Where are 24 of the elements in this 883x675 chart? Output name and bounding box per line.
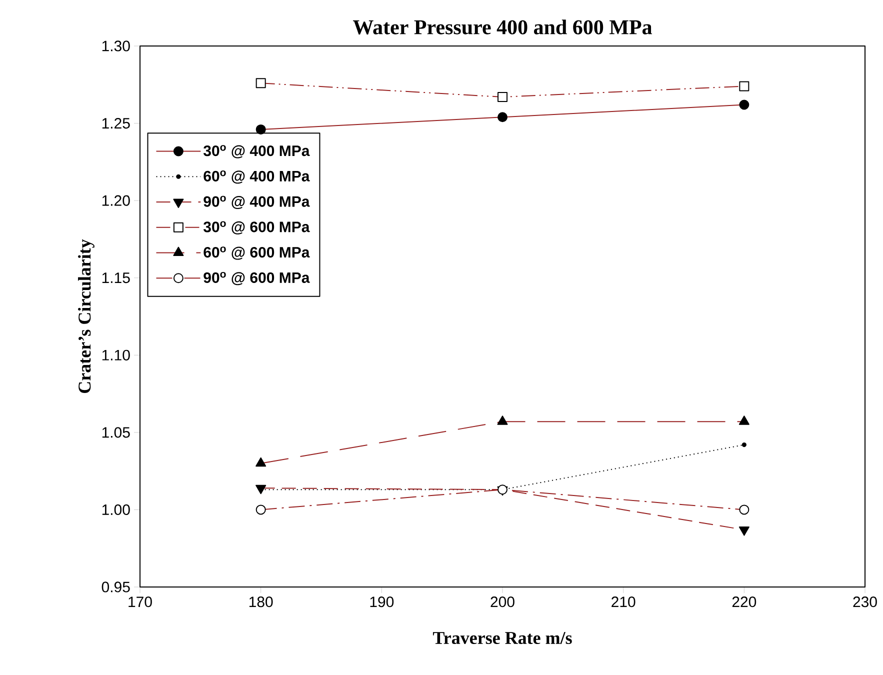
x-axis-title: Traverse Rate m/s (432, 632, 572, 644)
y-tick-label: 1.25 (102, 118, 130, 129)
y-tick-label: 0.95 (102, 582, 130, 592)
y-tick-label: 1.10 (102, 350, 130, 360)
legend-label: 90$^{o}$ @ 400 MPa (204, 196, 310, 210)
x-tick-label: 220 (732, 596, 756, 608)
x-tick-label: 210 (612, 596, 636, 608)
x-tick-label: 180 (249, 596, 273, 608)
y-tick-label: 1.00 (102, 504, 130, 516)
y-tick-label: 1.30 (102, 40, 130, 52)
legend-label: 90$^{o}$ @ 600 MPa (204, 272, 310, 286)
legend-label: 30$^{o}$ @ 600 MPa (203, 221, 310, 234)
y-tick-label: 1.20 (102, 195, 130, 206)
legend-label: 60$^{o}$ @ 400 MPa (204, 170, 310, 184)
chart-title: Water Pressure 400 and 600 MPa (352, 20, 652, 34)
y-tick-label: 1.05 (102, 427, 130, 438)
legend-label: 60$^{o}$ @ 600 MPa (204, 246, 310, 260)
x-tick-label: 170 (128, 596, 152, 608)
x-tick-label: 200 (490, 596, 514, 608)
x-tick-label: 230 (853, 596, 877, 608)
x-tick-label: 190 (370, 596, 394, 608)
legend-label: 30$^{o}$ @ 400 MPa (203, 145, 310, 158)
y-axis-title: Crater’s Circularity (78, 239, 94, 394)
y-tick-label: 1.15 (102, 272, 130, 284)
